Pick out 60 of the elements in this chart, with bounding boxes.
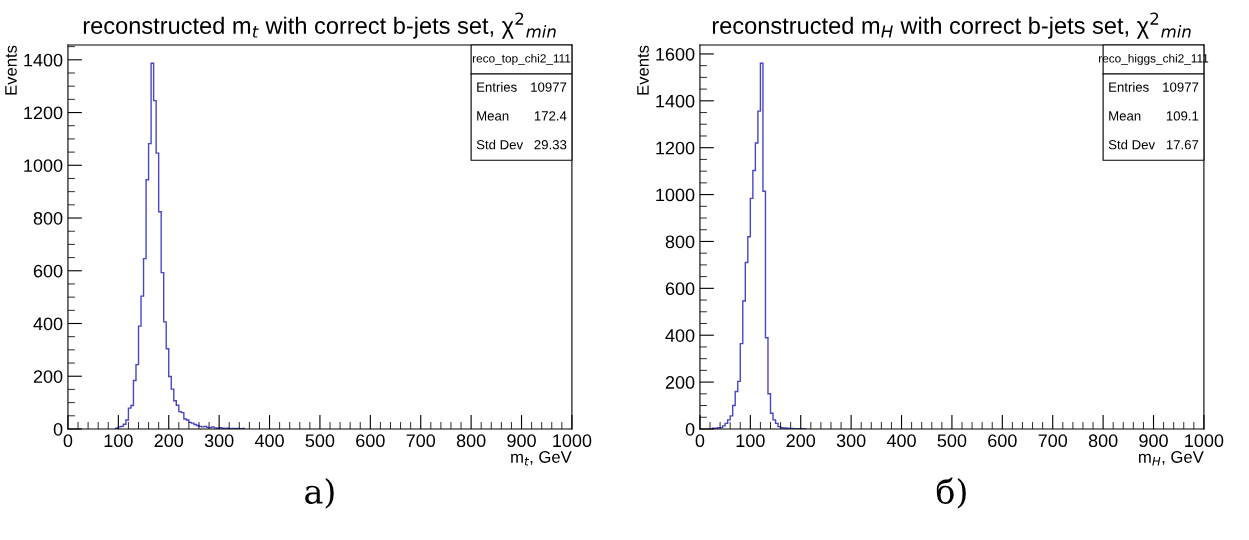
annotation: 109.1 [1166,111,1199,121]
x-tick-label: 400 [886,434,916,448]
y-tick-label: 1000 [656,188,695,202]
annotation: Entries [1109,82,1149,92]
y-tick-label: 400 [33,317,63,331]
y-tick-label: 0 [685,422,695,436]
y-tick-label: 1400 [24,53,63,67]
y-tick-label: 800 [33,211,63,225]
x-tick-label: 600 [988,434,1017,448]
y-tick-label: 800 [665,235,695,249]
annotation: Entries [477,82,517,92]
x-tick-label: 800 [1088,434,1118,448]
y-tick-label: 1600 [656,47,695,61]
x-tick-label: 300 [836,434,866,448]
annotation: Mean [477,111,509,121]
x-tick-label: 0 [695,434,705,448]
x-tick-label: 1000 [553,434,592,448]
y-tick-label: 0 [53,422,63,436]
annotation: 10977 [1163,82,1199,92]
annotation: 172.4 [534,111,567,121]
x-tick-label: 900 [1139,434,1168,448]
y-tick-label: 600 [665,282,695,296]
annotation: Std Dev [476,139,524,150]
y-tick-label: 200 [33,370,63,383]
x-tick-label: 300 [204,434,234,448]
x-tick-label: 100 [736,434,765,448]
annotation: Std Dev [1108,139,1156,150]
annotation: 29.33 [534,140,567,150]
annotation: 17.67 [1166,140,1199,150]
y-tick-label: 1000 [24,159,63,172]
x-tick-label: 400 [254,434,284,448]
x-tick-label: 600 [356,434,385,448]
y-tick-label: 600 [33,264,63,278]
text: б) [936,477,966,509]
text: а) [305,478,334,509]
y-tick-label: 400 [665,329,695,342]
x-tick-label: 900 [507,434,536,448]
y-tick-label: 1200 [656,141,695,155]
y-tick-label: 1200 [24,106,63,120]
chart-title: reconstructed m$_{H}$ with correct b-jets set, χ$^{2}$$_{min}$ [712,12,1191,39]
chart-title: reconstructed m$_{t}$ with correct b-jets set, χ$^{2}$$_{min}$ [83,12,556,39]
x-axis-title: m$_{H}$, GeV [1139,451,1204,466]
x-axis-title: m$_{t}$, GeV [511,451,572,466]
x-tick-label: 700 [1038,434,1068,448]
x-tick-label: 0 [63,434,73,448]
x-tick-label: 200 [154,434,184,448]
x-tick-label: 800 [456,434,486,448]
x-tick-label: 500 [937,434,967,448]
x-tick-label: 200 [786,434,816,448]
y-tick-label: 200 [665,376,695,389]
x-tick-label: 500 [305,434,335,448]
x-tick-label: 1000 [1185,434,1224,448]
annotation: Mean [1109,111,1141,121]
y-axis-title: Events [637,45,649,95]
x-tick-label: 100 [104,434,133,448]
y-tick-label: 1400 [656,94,695,108]
annotation: 10977 [531,82,567,92]
annotation: reco_top_chi2_111 [472,53,571,65]
y-axis-title: Events [5,45,17,95]
x-tick-label: 700 [406,434,436,448]
